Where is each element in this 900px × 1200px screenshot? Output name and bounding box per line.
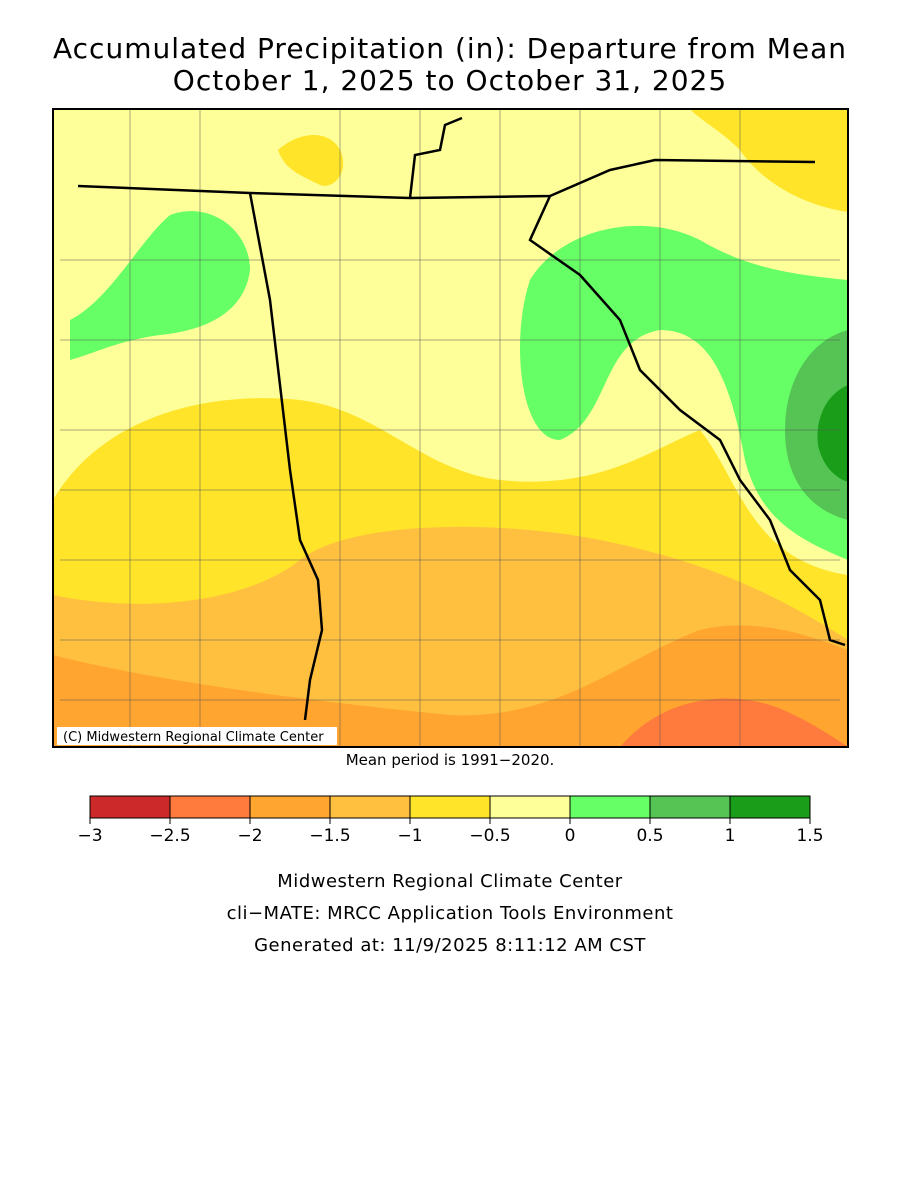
- legend-tick-label: −1: [397, 826, 422, 846]
- footer-line: Generated at: 11/9/2025 8:11:12 AM CST: [254, 935, 646, 956]
- legend-tick-label: 0: [565, 826, 576, 846]
- map-frame: [52, 108, 849, 748]
- legend-swatch: [649, 795, 731, 819]
- copyright: (C) Midwestern Regional Climate Center: [63, 730, 324, 745]
- map-region: [620, 698, 848, 747]
- legend-tick-label: −2.5: [149, 826, 190, 846]
- map-region: [53, 109, 848, 575]
- map-region: [785, 330, 848, 520]
- legend-swatch: [329, 795, 411, 819]
- legend-tick-label: −3: [77, 826, 102, 846]
- title-line: October 1, 2025 to October 31, 2025: [173, 64, 727, 97]
- legend: −3 −2.5 −2 −1.5 −1 −0.5 0 0.5 1 1.5: [77, 795, 824, 846]
- footer-line: Midwestern Regional Climate Center: [277, 871, 623, 892]
- legend-swatch: [729, 795, 811, 819]
- footer-line: cli−MATE: MRCC Application Tools Environ…: [227, 903, 674, 924]
- legend-swatch: [169, 795, 251, 819]
- legend-swatch: [249, 795, 331, 819]
- legend-tick-label: 1: [725, 826, 736, 846]
- legend-swatch: [409, 795, 491, 819]
- map-region: [520, 225, 848, 560]
- copyright-box: [57, 727, 337, 745]
- legend-tick-label: 1.5: [796, 826, 823, 846]
- legend-tick-label: −2: [237, 826, 262, 846]
- map: (C) Midwestern Regional Climate Center: [53, 109, 848, 747]
- legend-tick-label: 0.5: [636, 826, 663, 846]
- legend-tick-label: −0.5: [469, 826, 510, 846]
- county-lines: [60, 109, 840, 747]
- title-line: Accumulated Precipitation (in): Departur…: [53, 32, 847, 65]
- map-region: [817, 385, 848, 482]
- map-region: [70, 211, 250, 360]
- legend-swatch: [489, 795, 571, 819]
- state-borders: [77, 116, 846, 721]
- legend-swatch: [569, 795, 651, 819]
- map-region: [278, 135, 344, 186]
- mean-period-note: Mean period is 1991−2020.: [346, 751, 555, 769]
- legend-tick-label: −1.5: [309, 826, 350, 846]
- legend-swatch: [89, 795, 171, 819]
